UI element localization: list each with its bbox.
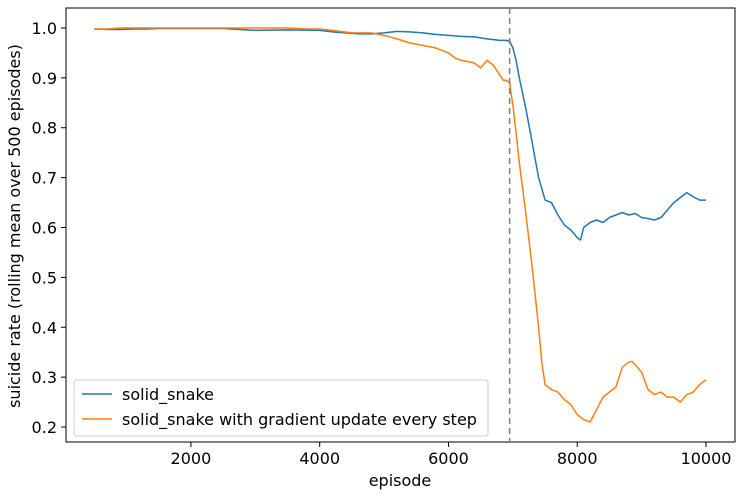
y-tick-label: 0.2 xyxy=(32,418,57,437)
y-tick-label: 0.9 xyxy=(32,69,57,88)
y-tick-label: 0.6 xyxy=(32,218,57,237)
x-tick-label: 4000 xyxy=(299,449,340,468)
y-tick-label: 0.7 xyxy=(32,169,57,188)
legend-box xyxy=(73,379,489,437)
x-tick-label: 6000 xyxy=(428,449,469,468)
y-tick-label: 0.4 xyxy=(32,318,57,337)
x-axis-label: episode xyxy=(369,471,432,490)
plot-frame xyxy=(65,7,736,443)
series-line-2 xyxy=(94,27,707,423)
y-tick-label: 0.5 xyxy=(32,268,57,287)
x-tick-label: 10000 xyxy=(681,449,732,468)
plot-area xyxy=(65,7,736,443)
x-tick-label: 2000 xyxy=(171,449,212,468)
y-tick-label: 0.3 xyxy=(32,368,57,387)
series-line-1 xyxy=(94,27,706,241)
legend-label-2: solid_snake with gradient update every s… xyxy=(122,410,477,430)
legend: solid_snake solid_snake with gradient upd… xyxy=(73,379,489,437)
y-tick-label: 0.8 xyxy=(32,119,57,138)
legend-label-1: solid_snake xyxy=(122,385,214,405)
y-tick-label: 1.0 xyxy=(32,19,57,38)
x-tick-label: 8000 xyxy=(557,449,598,468)
y-axis-label: suicide rate (rolling mean over 500 epis… xyxy=(5,44,24,408)
axis-ticks: 2000 4000 6000 8000 10000 0.2 0.3 0.4 0.5 0.6 0.7 0… xyxy=(32,19,732,468)
